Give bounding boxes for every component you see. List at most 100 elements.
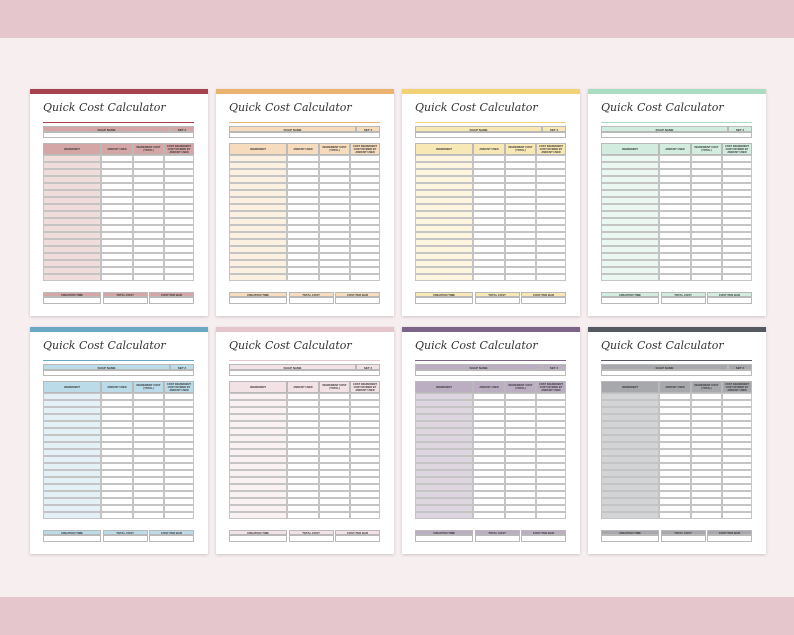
amount-cell[interactable]: [473, 491, 505, 498]
ingredient-cell[interactable]: [415, 218, 473, 225]
amount-cell[interactable]: [473, 204, 505, 211]
cost-used-cell[interactable]: [722, 407, 752, 414]
ingredient-cost-cell[interactable]: [319, 498, 350, 505]
amount-cell[interactable]: [659, 183, 691, 190]
amount-cell[interactable]: [101, 155, 133, 162]
ingredient-cost-cell[interactable]: [505, 190, 536, 197]
ingredient-cell[interactable]: [43, 183, 101, 190]
ingredient-cell[interactable]: [601, 470, 659, 477]
amount-cell[interactable]: [101, 274, 133, 281]
cost-used-cell[interactable]: [722, 484, 752, 491]
ingredient-cost-cell[interactable]: [319, 183, 350, 190]
cost-used-cell[interactable]: [536, 498, 566, 505]
cost-used-cell[interactable]: [722, 218, 752, 225]
amount-cell[interactable]: [101, 211, 133, 218]
ingredient-cell[interactable]: [43, 505, 101, 512]
cost-used-cell[interactable]: [350, 400, 380, 407]
ingredient-cell[interactable]: [229, 442, 287, 449]
ingredient-cell[interactable]: [229, 218, 287, 225]
amount-cell[interactable]: [659, 498, 691, 505]
amount-cell[interactable]: [287, 407, 319, 414]
amount-cell[interactable]: [287, 393, 319, 400]
ingredient-cost-cell[interactable]: [505, 260, 536, 267]
soap-name-field[interactable]: [229, 132, 380, 138]
cost-used-cell[interactable]: [164, 232, 194, 239]
amount-cell[interactable]: [101, 477, 133, 484]
cost-used-cell[interactable]: [164, 463, 194, 470]
amount-cell[interactable]: [659, 246, 691, 253]
ingredient-cost-cell[interactable]: [691, 484, 722, 491]
ingredient-cell[interactable]: [43, 393, 101, 400]
ingredient-cell[interactable]: [43, 470, 101, 477]
ingredient-cell[interactable]: [415, 176, 473, 183]
cost-used-cell[interactable]: [350, 176, 380, 183]
ingredient-cell[interactable]: [43, 204, 101, 211]
ingredient-cost-cell[interactable]: [691, 428, 722, 435]
amount-cell[interactable]: [101, 491, 133, 498]
ingredient-cost-cell[interactable]: [319, 512, 350, 519]
ingredient-cell[interactable]: [601, 246, 659, 253]
cost-used-cell[interactable]: [536, 456, 566, 463]
ingredient-cost-cell[interactable]: [505, 407, 536, 414]
amount-cell[interactable]: [473, 155, 505, 162]
ingredient-cell[interactable]: [601, 267, 659, 274]
cost-used-cell[interactable]: [722, 470, 752, 477]
amount-cell[interactable]: [473, 442, 505, 449]
ingredient-cost-cell[interactable]: [505, 218, 536, 225]
cost-used-cell[interactable]: [350, 470, 380, 477]
amount-cell[interactable]: [473, 477, 505, 484]
amount-cell[interactable]: [659, 456, 691, 463]
cost-used-cell[interactable]: [350, 183, 380, 190]
amount-cell[interactable]: [659, 463, 691, 470]
cost-used-cell[interactable]: [164, 442, 194, 449]
ingredient-cell[interactable]: [43, 225, 101, 232]
ingredient-cell[interactable]: [415, 449, 473, 456]
ingredient-cost-cell[interactable]: [319, 267, 350, 274]
amount-cell[interactable]: [473, 421, 505, 428]
ingredient-cost-cell[interactable]: [505, 197, 536, 204]
ingredient-cell[interactable]: [43, 414, 101, 421]
ingredient-cell[interactable]: [601, 512, 659, 519]
ingredient-cost-cell[interactable]: [319, 407, 350, 414]
cost-used-cell[interactable]: [536, 449, 566, 456]
ingredient-cell[interactable]: [601, 505, 659, 512]
cost-used-cell[interactable]: [722, 253, 752, 260]
cost-used-cell[interactable]: [536, 442, 566, 449]
cost-used-cell[interactable]: [722, 442, 752, 449]
creation-time-field[interactable]: [415, 297, 473, 304]
amount-cell[interactable]: [287, 477, 319, 484]
ingredient-cost-cell[interactable]: [133, 393, 164, 400]
ingredient-cell[interactable]: [415, 463, 473, 470]
ingredient-cell[interactable]: [229, 463, 287, 470]
ingredient-cell[interactable]: [43, 176, 101, 183]
ingredient-cell[interactable]: [229, 512, 287, 519]
ingredient-cost-cell[interactable]: [505, 225, 536, 232]
amount-cell[interactable]: [101, 260, 133, 267]
ingredient-cell[interactable]: [601, 449, 659, 456]
ingredient-cell[interactable]: [601, 225, 659, 232]
amount-cell[interactable]: [473, 414, 505, 421]
cost-used-cell[interactable]: [350, 218, 380, 225]
cost-used-cell[interactable]: [164, 218, 194, 225]
ingredient-cost-cell[interactable]: [319, 491, 350, 498]
ingredient-cell[interactable]: [43, 197, 101, 204]
ingredient-cell[interactable]: [601, 211, 659, 218]
amount-cell[interactable]: [659, 239, 691, 246]
amount-cell[interactable]: [101, 449, 133, 456]
ingredient-cost-cell[interactable]: [319, 190, 350, 197]
ingredient-cost-cell[interactable]: [133, 246, 164, 253]
cost-used-cell[interactable]: [350, 190, 380, 197]
ingredient-cost-cell[interactable]: [319, 162, 350, 169]
cost-used-cell[interactable]: [350, 498, 380, 505]
ingredient-cell[interactable]: [43, 484, 101, 491]
ingredient-cell[interactable]: [601, 491, 659, 498]
total-cost-field[interactable]: [660, 535, 706, 542]
cost-used-cell[interactable]: [164, 204, 194, 211]
amount-cell[interactable]: [473, 484, 505, 491]
cost-used-cell[interactable]: [164, 197, 194, 204]
cost-used-cell[interactable]: [164, 512, 194, 519]
ingredient-cost-cell[interactable]: [505, 491, 536, 498]
cost-used-cell[interactable]: [350, 505, 380, 512]
ingredient-cell[interactable]: [43, 477, 101, 484]
ingredient-cell[interactable]: [229, 400, 287, 407]
